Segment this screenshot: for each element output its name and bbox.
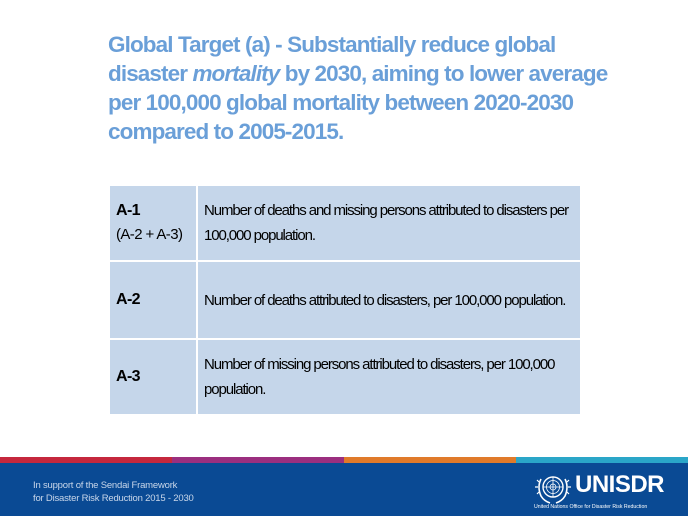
indicator-code: A-1 <box>116 202 141 219</box>
indicator-description: Number of deaths attributed to disasters… <box>196 260 582 340</box>
table-row: A-1 (A-2 + A-3) Number of deaths and mis… <box>108 184 582 262</box>
title-emphasis: mortality <box>192 61 280 86</box>
strip-segment-red <box>0 457 172 463</box>
title-part-2: by 2030, aiming to lower average per 100… <box>108 61 608 144</box>
indicator-code: A-2 <box>116 291 141 308</box>
footer-bar: In support of the Sendai Framework for D… <box>0 463 688 516</box>
indicator-table: A-1 (A-2 + A-3) Number of deaths and mis… <box>108 184 582 416</box>
indicator-code-cell: A-3 <box>108 338 198 416</box>
color-strip <box>0 457 688 463</box>
strip-segment-cyan <box>516 457 688 463</box>
slide-title: Global Target (a) - Substantially reduce… <box>108 30 628 146</box>
indicator-description: Number of deaths and missing persons att… <box>196 184 582 262</box>
strip-segment-purple <box>172 457 344 463</box>
indicator-description: Number of missing persons attributed to … <box>196 338 582 416</box>
logo-subtext: United Nations Office for Disaster Risk … <box>534 504 648 510</box>
table-row: A-3 Number of missing persons attributed… <box>108 338 582 416</box>
indicator-code-cell: A-1 (A-2 + A-3) <box>108 184 198 262</box>
strip-segment-orange <box>344 457 516 463</box>
indicator-code-cell: A-2 <box>108 260 198 340</box>
un-emblem-icon <box>535 476 571 504</box>
title-part-1: Global Target (a) - Substantially reduce… <box>108 32 556 86</box>
table-row: A-2 Number of deaths attributed to disas… <box>108 260 582 340</box>
footer-line-2: for Disaster Risk Reduction 2015 - 2030 <box>33 493 194 504</box>
indicator-code: A-3 <box>116 368 141 385</box>
indicator-sub: (A-2 + A-3) <box>116 226 183 243</box>
footer-text: In support of the Sendai Framework for D… <box>33 479 194 505</box>
footer-line-1: In support of the Sendai Framework <box>33 480 178 491</box>
logo-text: UNISDR <box>575 471 665 498</box>
